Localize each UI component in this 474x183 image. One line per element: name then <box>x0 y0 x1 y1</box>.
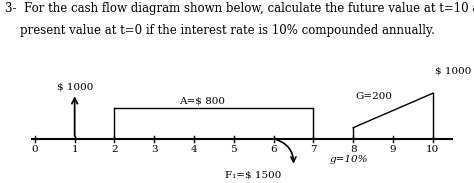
Text: 1: 1 <box>72 145 78 154</box>
Text: 9: 9 <box>390 145 396 154</box>
Text: $ 1000: $ 1000 <box>57 83 93 92</box>
Text: g=10%: g=10% <box>329 155 368 164</box>
Text: 8: 8 <box>350 145 356 154</box>
Text: 7: 7 <box>310 145 317 154</box>
Text: $ 1000: $ 1000 <box>435 67 471 76</box>
Text: 3: 3 <box>151 145 157 154</box>
Text: 3-  For the cash flow diagram shown below, calculate the future value at t=10 an: 3- For the cash flow diagram shown below… <box>5 2 474 15</box>
Text: 4: 4 <box>191 145 197 154</box>
Text: present value at t=0 if the interest rate is 10% compounded annually.: present value at t=0 if the interest rat… <box>5 24 435 37</box>
Text: G=200: G=200 <box>355 92 392 101</box>
Text: 5: 5 <box>230 145 237 154</box>
Text: 0: 0 <box>32 145 38 154</box>
Text: A=$ 800: A=$ 800 <box>179 96 225 105</box>
Text: 6: 6 <box>270 145 277 154</box>
Text: 10: 10 <box>426 145 439 154</box>
Text: 2: 2 <box>111 145 118 154</box>
Text: F₁=$ 1500: F₁=$ 1500 <box>226 171 282 180</box>
